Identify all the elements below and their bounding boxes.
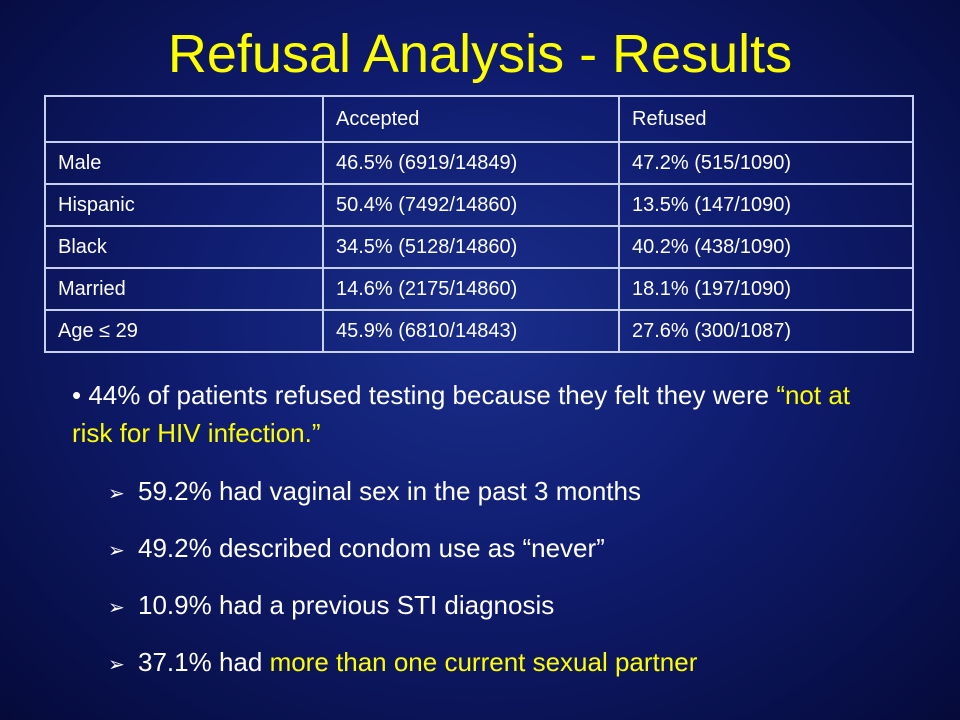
row-label: Married (44, 267, 324, 311)
arrow-bullet-icon: ➢ (108, 654, 125, 676)
refused-cell: 27.6% (300/1087) (618, 309, 914, 353)
sub-bullet-highlight: more than one current sexual partner (269, 647, 698, 677)
table-row: Married 14.6% (2175/14860) 18.1% (197/10… (44, 267, 914, 311)
accepted-cell: 34.5% (5128/14860) (322, 225, 620, 269)
row-label: Hispanic (44, 183, 324, 227)
table-row: Hispanic 50.4% (7492/14860) 13.5% (147/1… (44, 183, 914, 227)
table-header-row: Accepted Refused (44, 95, 914, 143)
sub-bullet-text: 59.2% had vaginal sex in the past 3 mont… (138, 476, 641, 506)
main-bullet: • 44% of patients refused testing becaus… (72, 376, 892, 452)
arrow-bullet-icon: ➢ (108, 483, 125, 505)
sub-bullet: ➢ 49.2% described condom use as “never” (108, 531, 605, 568)
accepted-cell: 50.4% (7492/14860) (322, 183, 620, 227)
sub-bullet-text: 10.9% had a previous STI diagnosis (138, 590, 555, 620)
refused-cell: 13.5% (147/1090) (618, 183, 914, 227)
refused-cell: 47.2% (515/1090) (618, 141, 914, 185)
arrow-bullet-icon: ➢ (108, 540, 125, 562)
sub-bullet: ➢ 59.2% had vaginal sex in the past 3 mon… (108, 474, 641, 511)
sub-bullet-text: 49.2% described condom use as “never” (138, 533, 605, 563)
table-row: Age ≤ 29 45.9% (6810/14843) 27.6% (300/1… (44, 309, 914, 353)
bullet-dot-icon: • (72, 380, 82, 410)
table-row: Male 46.5% (6919/14849) 47.2% (515/1090) (44, 141, 914, 185)
table-row: Black 34.5% (5128/14860) 40.2% (438/1090… (44, 225, 914, 269)
header-cell-refused: Refused (618, 95, 914, 143)
accepted-cell: 14.6% (2175/14860) (322, 267, 620, 311)
sub-bullet: ➢ 10.9% had a previous STI diagnosis (108, 588, 554, 625)
accepted-cell: 46.5% (6919/14849) (322, 141, 620, 185)
accepted-cell: 45.9% (6810/14843) (322, 309, 620, 353)
arrow-bullet-icon: ➢ (108, 597, 125, 619)
refused-cell: 18.1% (197/1090) (618, 267, 914, 311)
bullet-text: 44% of patients refused testing because … (81, 380, 777, 410)
row-label: Age ≤ 29 (44, 309, 324, 353)
header-cell-empty (44, 95, 324, 143)
results-table: Accepted Refused Male 46.5% (6919/14849)… (44, 95, 914, 353)
sub-bullet: ➢ 37.1% had more than one current sexual … (108, 645, 697, 682)
sub-bullet-text: 37.1% had (138, 647, 270, 677)
refused-cell: 40.2% (438/1090) (618, 225, 914, 269)
header-cell-accepted: Accepted (322, 95, 620, 143)
slide-title: Refusal Analysis - Results (167, 24, 793, 84)
row-label: Male (44, 141, 324, 185)
row-label: Black (44, 225, 324, 269)
bullet-highlight: “not at risk for HIV infection.” (72, 380, 851, 448)
